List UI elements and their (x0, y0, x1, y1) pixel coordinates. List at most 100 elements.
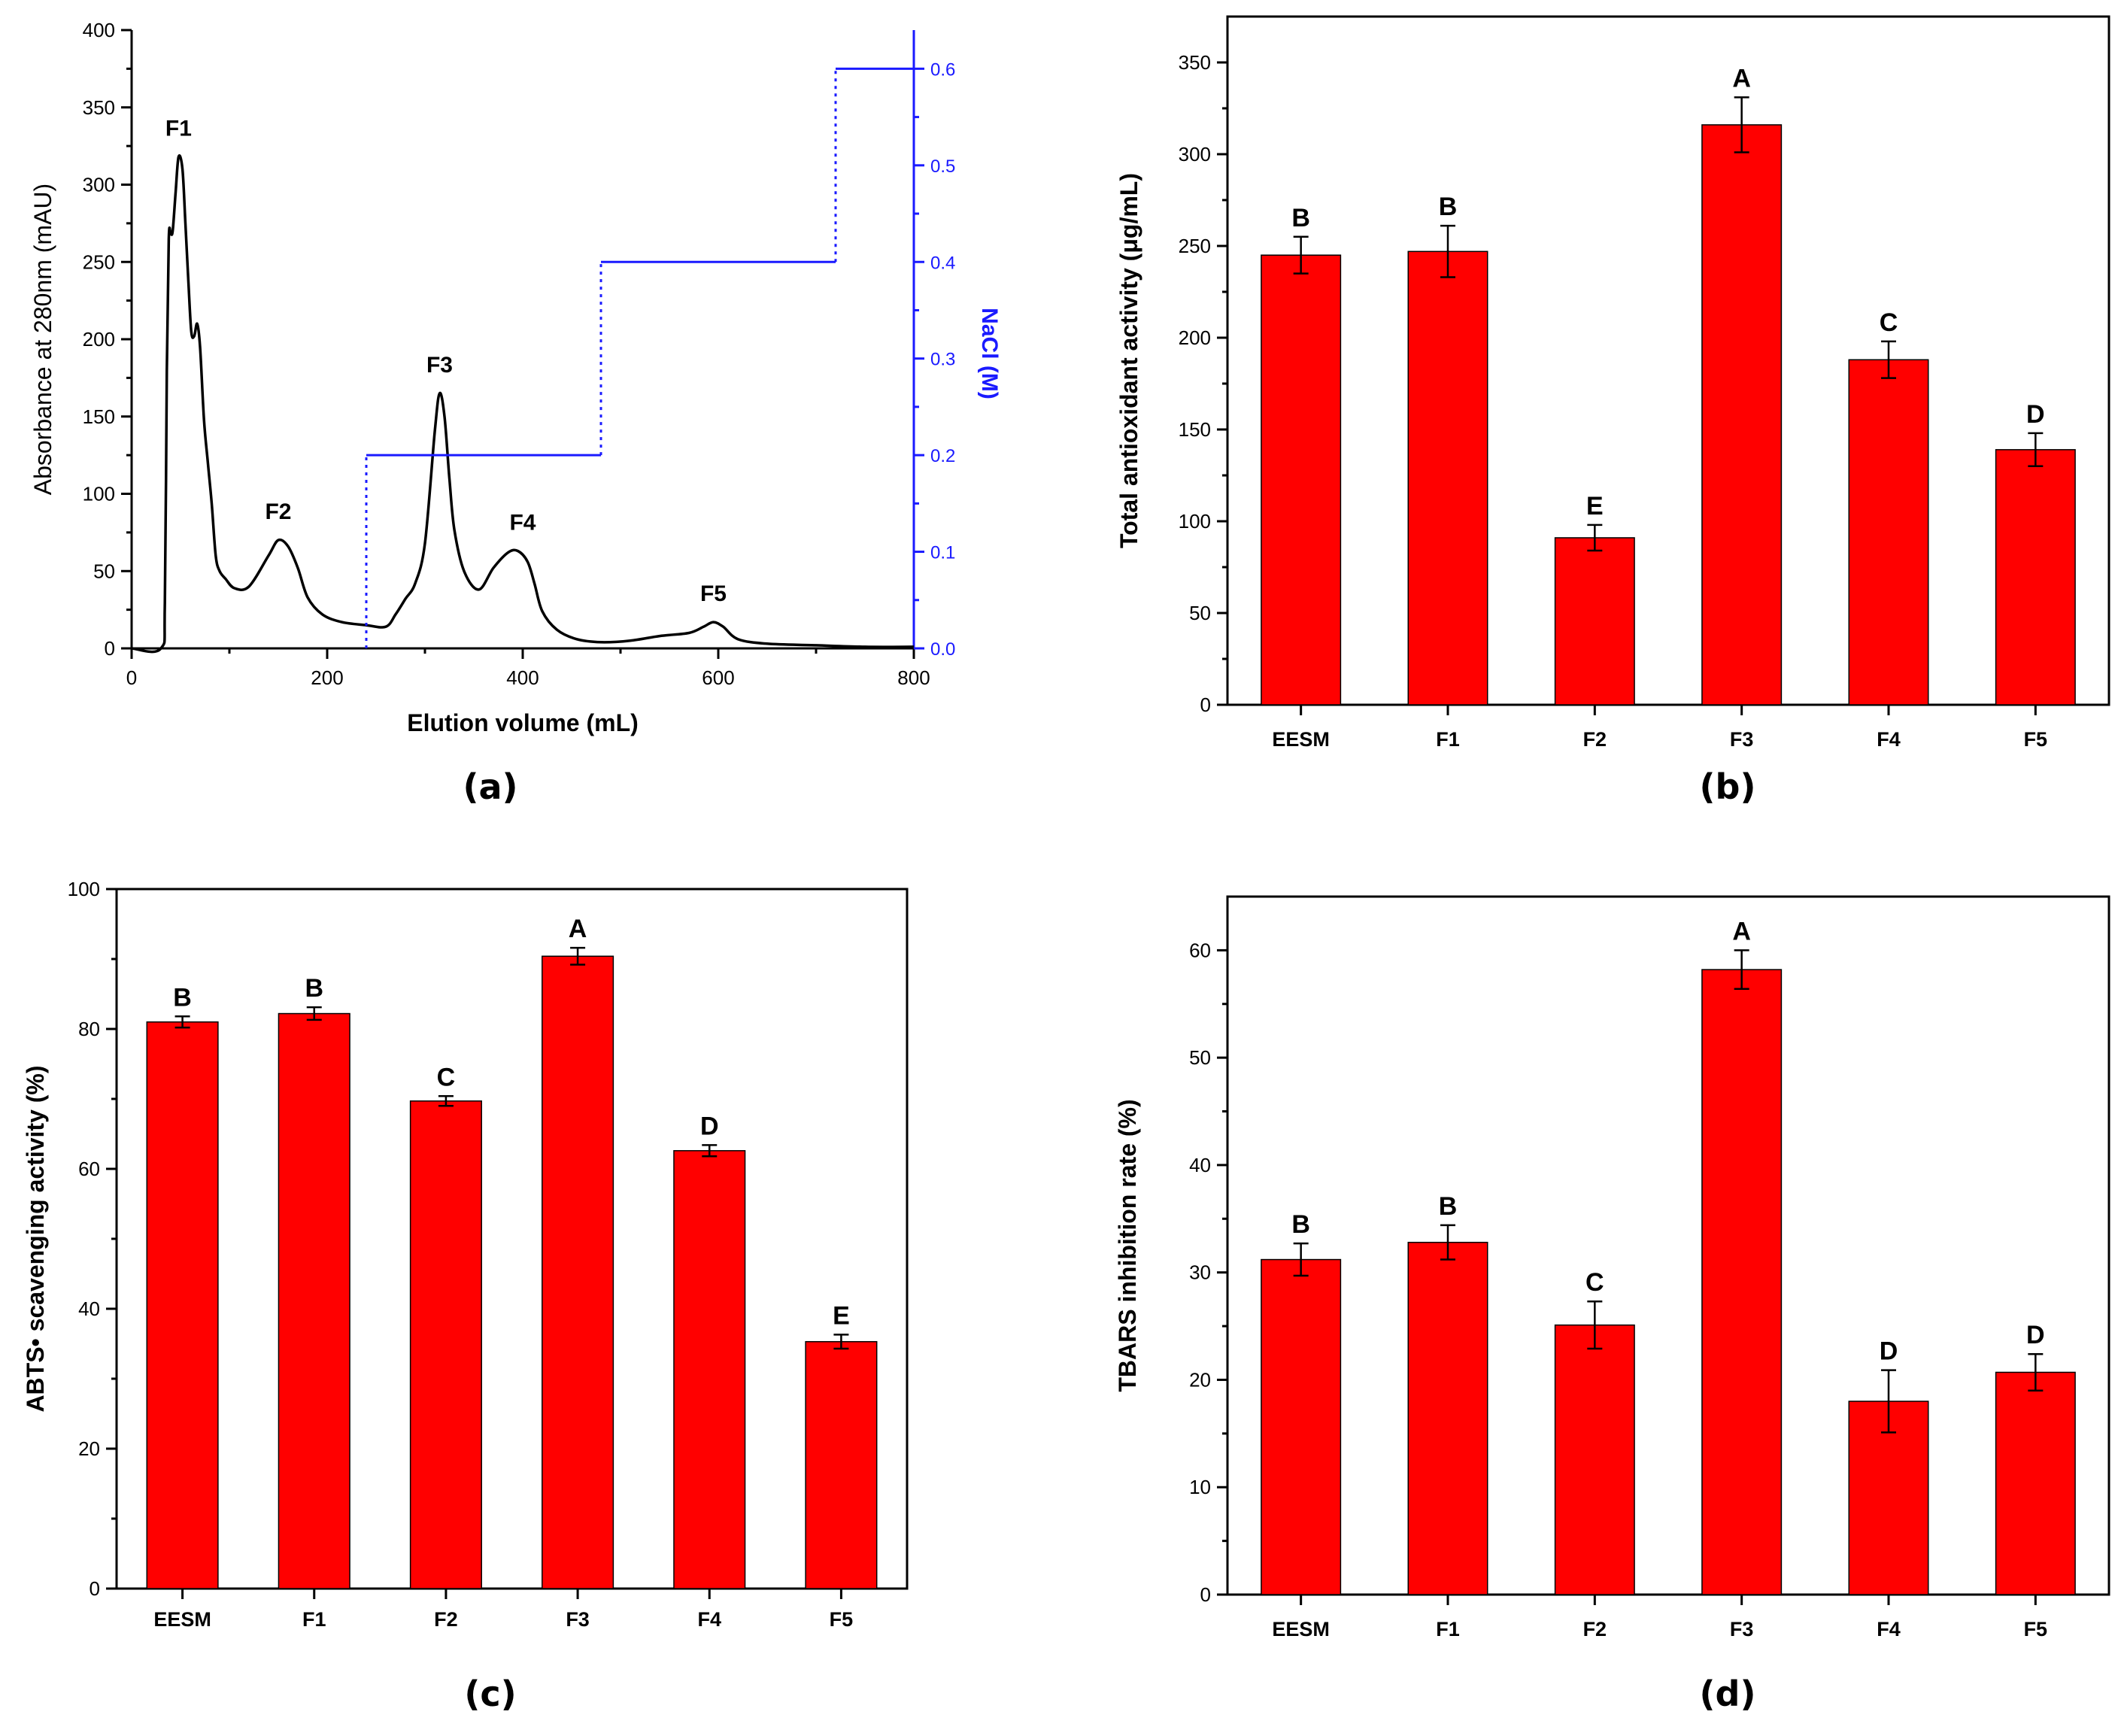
bar-f3 (1701, 969, 1783, 1595)
bar-f2 (1554, 537, 1635, 706)
plot-frame (115, 888, 909, 1590)
bar-f5 (1995, 1371, 2076, 1595)
y-axis-title: Absorbance at 280nm (mAU) (29, 184, 56, 495)
bar-f2 (1554, 1324, 1635, 1595)
abts-panel: 0 20 40 60 80 100 B EESM B F1 C F2 A F3 D F4 E F5 ABTS• sc… (22, 878, 909, 1631)
y-tick-label: 0 (90, 1577, 100, 1600)
x-tick-label: F3 (1730, 728, 1754, 751)
y-tick-label: 350 (83, 96, 115, 119)
peak-label: F5 (700, 581, 727, 606)
peak-label: F4 (509, 511, 536, 536)
x-tick-label: F2 (1583, 728, 1607, 751)
y-tick-label: 100 (68, 878, 100, 900)
bar-f2 (409, 1100, 482, 1589)
y2-axis-title: NaCl (M) (977, 308, 1002, 399)
y-tick-label: 50 (1189, 1046, 1211, 1069)
bar-f5 (805, 1340, 878, 1589)
y-tick-label: 400 (83, 19, 115, 41)
x-tick-label: 200 (311, 666, 343, 689)
peak-label: F3 (426, 353, 453, 378)
x-tick-label: F2 (1583, 1618, 1607, 1640)
y-tick-label: 350 (1179, 51, 1211, 74)
y2-tick-label: 0.2 (930, 446, 955, 466)
significance-letter: D (2026, 1321, 2045, 1349)
y-tick-label: 50 (1189, 602, 1211, 624)
x-tick-label: 800 (897, 666, 930, 689)
bar-f3 (542, 955, 614, 1589)
significance-letter: E (833, 1301, 850, 1330)
x-tick-label: F1 (1436, 728, 1460, 751)
y-tick-label: 40 (1189, 1154, 1211, 1176)
significance-letter: E (1586, 492, 1604, 520)
significance-letter: C (1585, 1268, 1604, 1297)
bar-f4 (1848, 359, 1929, 706)
significance-letter: D (1880, 1337, 1898, 1366)
y-tick-label: 250 (1179, 235, 1211, 257)
y-tick-label: 100 (83, 483, 115, 505)
x-tick-label: EESM (1272, 728, 1330, 751)
bar-f3 (1701, 124, 1783, 706)
x-tick-label: EESM (1272, 1618, 1330, 1640)
y-tick-label: 300 (83, 174, 115, 196)
chromatogram-panel: 0 50 100 150 200 250 300 350 400 0 200 400 600 8000.0… (29, 19, 1002, 736)
x-tick-label: F5 (830, 1608, 854, 1631)
x-tick-label: F5 (2024, 1618, 2048, 1640)
y-tick-label: 50 (93, 560, 115, 582)
x-tick-label: F4 (1877, 1618, 1901, 1640)
y-tick-label: 60 (78, 1158, 100, 1180)
y-tick-label: 200 (83, 328, 115, 351)
significance-letter: A (1732, 917, 1751, 945)
y-tick-label: 100 (1179, 510, 1211, 533)
y-tick-label: 0 (1200, 1583, 1211, 1606)
y2-tick-label: 0.3 (930, 350, 955, 370)
significance-letter: B (1291, 1210, 1310, 1239)
y-tick-label: 250 (83, 250, 115, 273)
bar-eesm (1261, 1258, 1342, 1595)
x-tick-label: F3 (1730, 1618, 1754, 1640)
peak-label: F1 (165, 117, 192, 141)
bar-f1 (1407, 250, 1488, 706)
significance-letter: B (1439, 1192, 1458, 1221)
bar-f5 (1995, 449, 2076, 706)
absorbance-curve (131, 154, 915, 654)
panel-label-a: (a) (463, 766, 517, 807)
total-antioxidant-panel: 0 50 100 150 200 250 300 350 B EESM B F1 E F2 A F3 C F4 D F… (1115, 15, 2110, 751)
y-tick-label: 40 (78, 1297, 100, 1320)
significance-letter: D (2026, 400, 2045, 429)
plot-frame (1226, 895, 2110, 1596)
peak-label: F2 (265, 499, 291, 524)
y-tick-label: 60 (1189, 939, 1211, 961)
significance-letter: A (1732, 64, 1751, 93)
bar-f1 (1407, 1241, 1488, 1595)
significance-letter: C (437, 1063, 456, 1091)
y-tick-label: 10 (1189, 1476, 1211, 1498)
panel-label-c: (c) (464, 1674, 516, 1714)
bar-eesm (146, 1021, 219, 1589)
x-tick-label: 0 (126, 666, 137, 689)
x-tick-label: F4 (697, 1608, 721, 1631)
significance-letter: D (700, 1112, 719, 1140)
x-tick-label: F3 (566, 1608, 590, 1631)
significance-letter: B (305, 974, 323, 1003)
x-tick-label: F5 (2024, 728, 2048, 751)
bar-f4 (1848, 1401, 1929, 1595)
significance-letter: B (1439, 193, 1458, 221)
significance-letter: C (1880, 308, 1898, 337)
significance-letter: B (173, 983, 192, 1012)
y-axis-title: TBARS inhibition rate (%) (1114, 1099, 1141, 1392)
y2-tick-label: 0.4 (930, 253, 955, 273)
y-tick-label: 20 (78, 1437, 100, 1460)
y2-tick-label: 0.1 (930, 543, 955, 563)
bar-eesm (1261, 254, 1342, 706)
y-tick-label: 200 (1179, 326, 1211, 349)
y2-tick-label: 0.0 (930, 639, 955, 660)
panel-label-b: (b) (1700, 766, 1756, 807)
x-tick-label: 400 (506, 666, 539, 689)
y-tick-label: 150 (83, 405, 115, 428)
y-tick-label: 300 (1179, 143, 1211, 165)
panel-label-d: (d) (1700, 1674, 1756, 1714)
bar-f4 (673, 1150, 746, 1589)
x-tick-label: F2 (434, 1608, 458, 1631)
y-tick-label: 30 (1189, 1261, 1211, 1284)
